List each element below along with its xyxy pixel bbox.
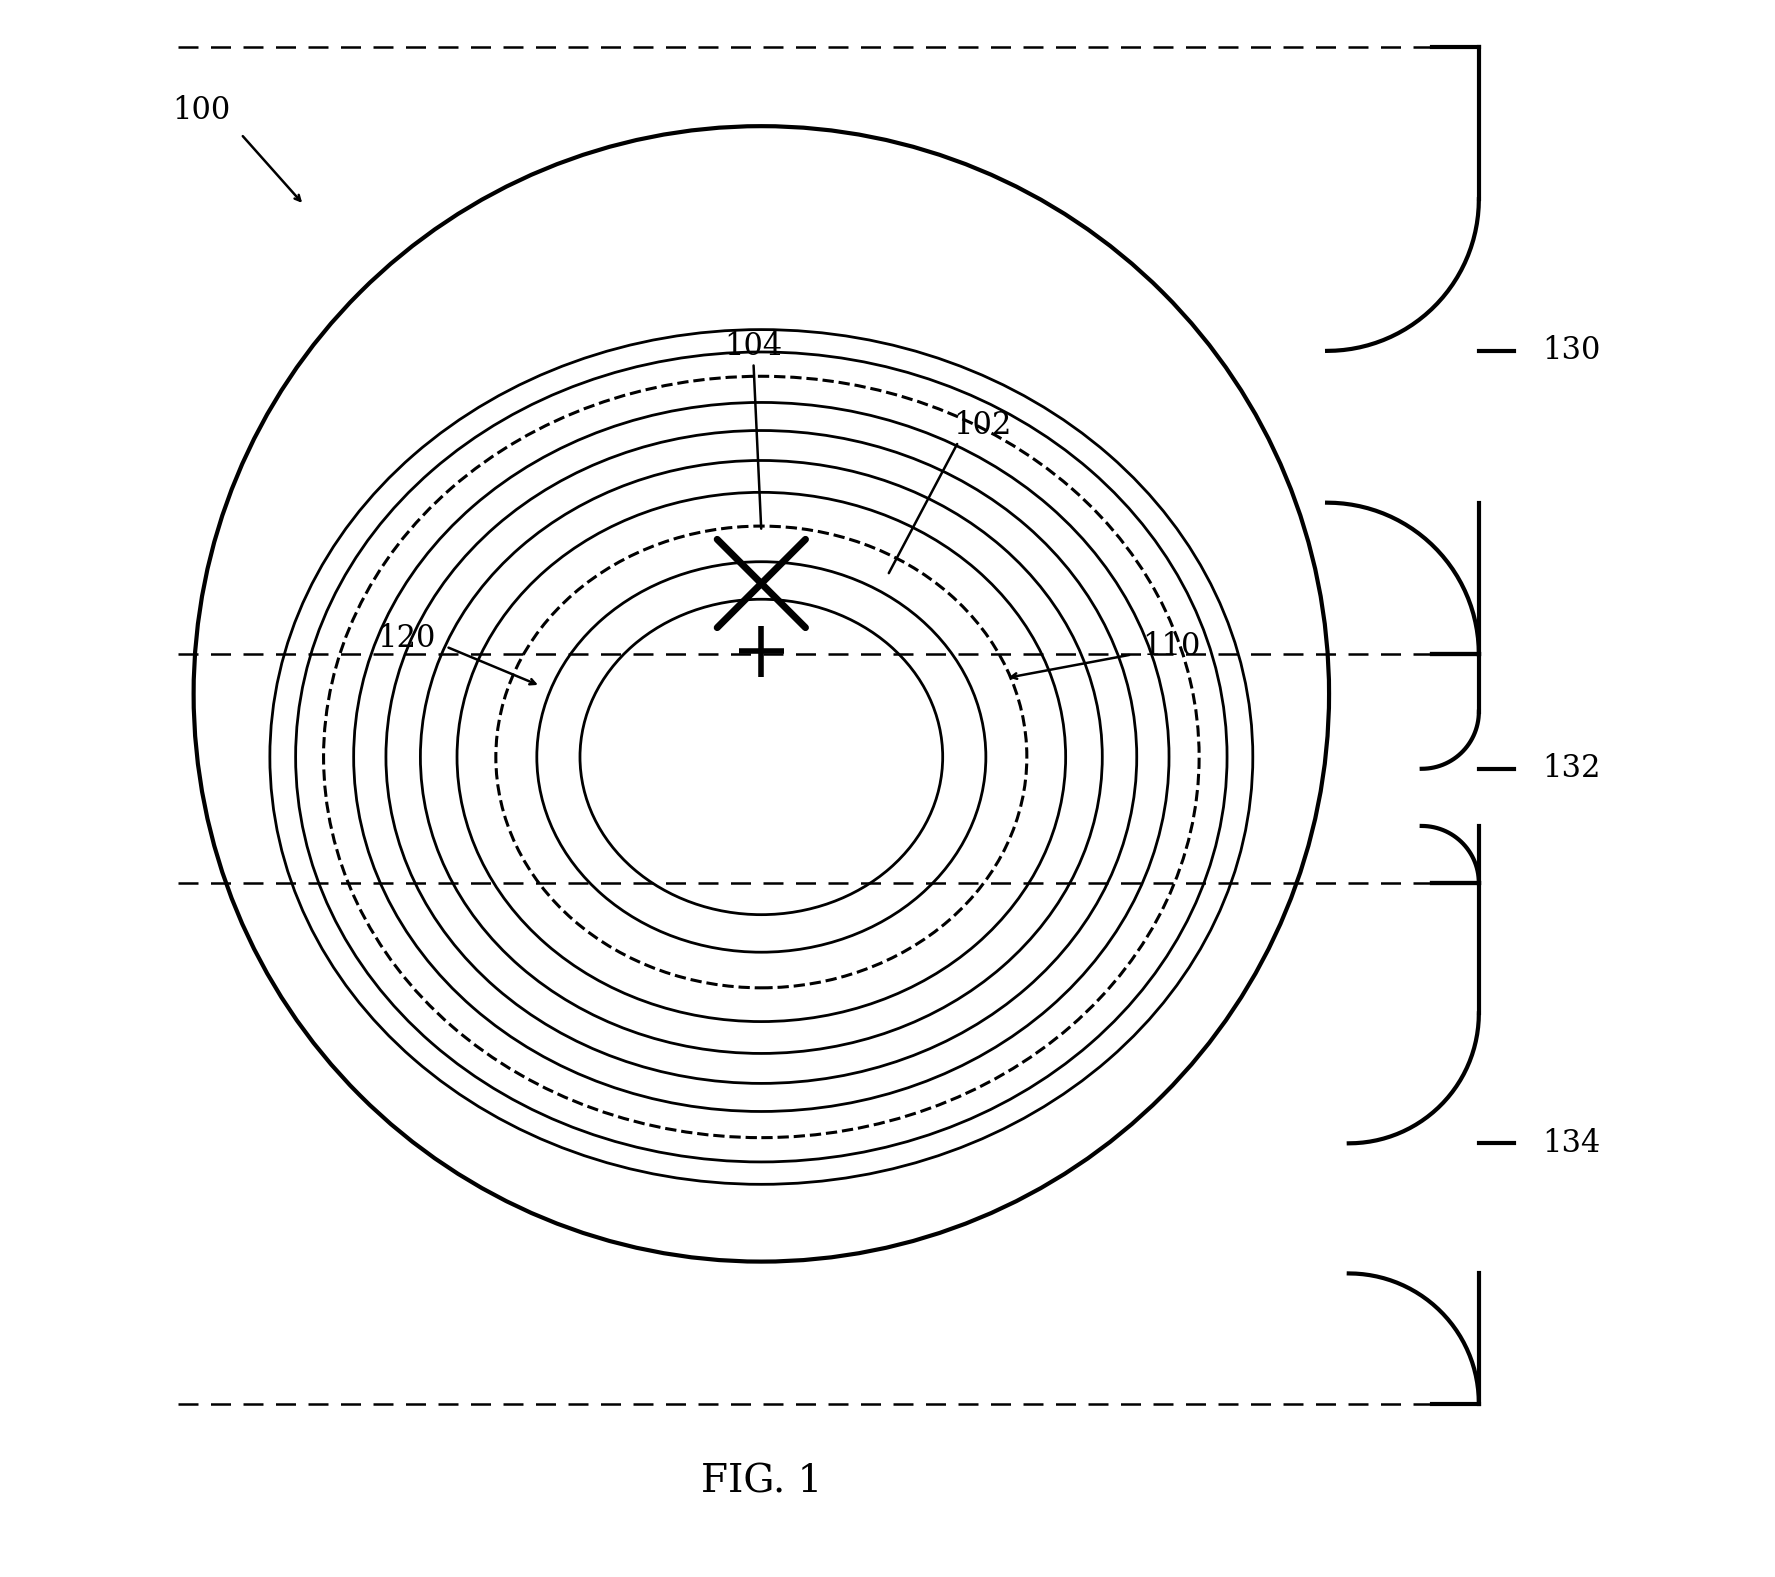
Text: 102: 102 [953,410,1012,442]
Text: 120: 120 [378,623,435,654]
Text: 110: 110 [1141,631,1200,662]
Text: 130: 130 [1542,336,1601,366]
Text: 104: 104 [724,331,783,363]
Text: 134: 134 [1542,1128,1601,1159]
Text: 132: 132 [1542,754,1601,784]
Text: 100: 100 [172,95,231,126]
Text: FIG. 1: FIG. 1 [701,1463,822,1501]
